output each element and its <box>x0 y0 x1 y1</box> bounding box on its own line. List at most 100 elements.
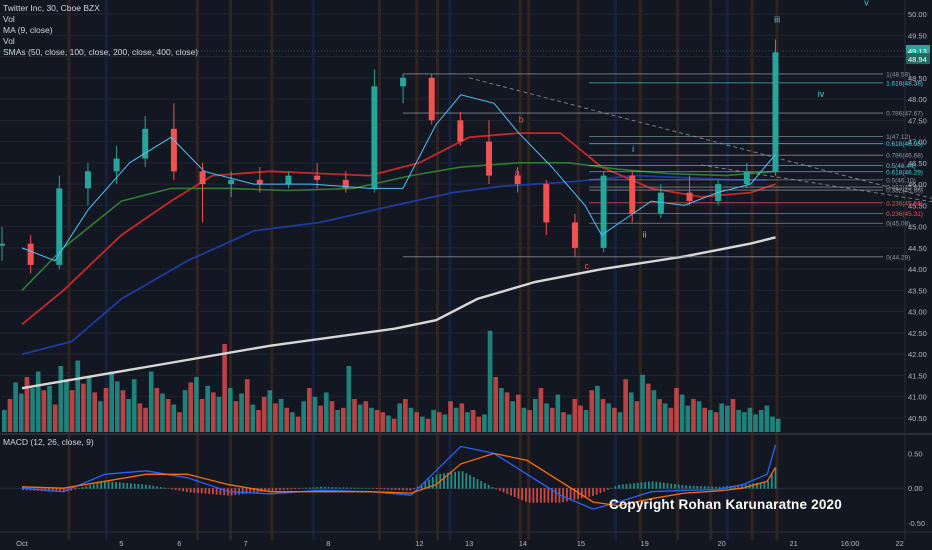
volume-bar <box>352 399 357 432</box>
macd-histogram-bar <box>245 488 248 494</box>
macd-histogram-bar <box>450 472 453 489</box>
price-tick-label: 46.00 <box>908 180 927 189</box>
macd-histogram-bar <box>212 488 214 495</box>
candle-body[interactable] <box>56 188 63 265</box>
candle-body[interactable] <box>170 128 177 172</box>
macd-histogram-bar <box>364 488 367 489</box>
candle-body[interactable] <box>400 77 407 87</box>
macd-histogram-bar <box>536 488 538 503</box>
candle-body[interactable] <box>686 192 693 202</box>
price-tick-label: 44.50 <box>908 244 927 253</box>
volume-bar <box>668 407 674 432</box>
candle-body[interactable] <box>486 141 493 176</box>
legend-volume[interactable]: Vol <box>3 14 15 24</box>
candle-body[interactable] <box>285 175 292 185</box>
volume-bar <box>538 388 544 432</box>
macd-histogram-bar <box>156 486 158 489</box>
volume-bar <box>521 407 527 432</box>
macd-histogram-bar <box>539 488 542 503</box>
volume-bar <box>595 385 600 432</box>
macd-histogram-bar <box>547 488 550 503</box>
macd-histogram-bar <box>249 488 252 494</box>
session-stripe <box>270 0 274 540</box>
candle-body[interactable] <box>113 158 120 172</box>
candle-body[interactable] <box>571 222 578 248</box>
macd-histogram-bar <box>480 481 483 489</box>
symbol-title[interactable]: Twitter Inc, 30, Cboe BZX <box>3 3 100 13</box>
volume-bar <box>549 407 555 432</box>
macd-histogram-bar <box>525 488 527 502</box>
volume-bar <box>623 379 628 432</box>
candle-body[interactable] <box>256 179 263 185</box>
volume-bar <box>98 401 103 432</box>
candle-body[interactable] <box>371 86 378 189</box>
volume-bar <box>600 399 606 432</box>
volume-bar <box>261 396 267 432</box>
volume-bar <box>267 390 273 432</box>
fib-level-label: 0.5(46.44) <box>886 163 916 170</box>
volume-bar <box>470 410 476 432</box>
candle-body[interactable] <box>142 128 149 159</box>
candle-body[interactable] <box>743 171 750 185</box>
macd-histogram-bar <box>431 476 434 489</box>
candle-body[interactable] <box>314 175 321 180</box>
macd-histogram-bar <box>521 488 524 501</box>
legend-volume-2[interactable]: Vol <box>3 36 15 46</box>
fib-level-label: 0.382(45.93) <box>886 185 923 192</box>
time-tick-label: 19 <box>640 539 648 548</box>
volume-bar <box>273 403 278 432</box>
candle-body[interactable] <box>772 52 779 172</box>
volume-bar <box>346 366 352 432</box>
macd-histogram-bar <box>495 488 498 490</box>
main-legend: Twitter Inc, 30, Cboe BZX Vol MA (9, clo… <box>3 3 198 58</box>
legend-smas[interactable]: SMAs (50, close, 100, close, 200, close,… <box>3 47 199 57</box>
price-tick-label: 42.50 <box>908 329 927 338</box>
macd-histogram-bar <box>320 486 322 489</box>
volume-bar <box>148 371 154 432</box>
candle-body[interactable] <box>342 179 349 189</box>
macd-histogram-bar <box>692 485 695 489</box>
macd-histogram-bar <box>238 488 240 495</box>
volume-bar <box>47 385 52 432</box>
volume-bar <box>81 383 86 432</box>
candle-body[interactable] <box>27 243 34 265</box>
legend-ma[interactable]: MA (9, close) <box>3 25 53 35</box>
macd-histogram-bar <box>554 488 557 503</box>
volume-bar <box>561 412 566 432</box>
fib-level-label: 0.786(46.68) <box>886 153 923 160</box>
candle-body[interactable] <box>428 77 435 121</box>
macd-histogram-bar <box>674 484 676 489</box>
macd-histogram-bar <box>487 484 490 489</box>
price-tick-label: 47.50 <box>908 116 927 125</box>
fib-level-label: 0.786(47.67) <box>886 111 923 118</box>
macd-histogram-bar <box>715 486 717 489</box>
macd-histogram-bar <box>368 488 371 489</box>
volume-bar <box>758 410 764 432</box>
macd-histogram-bar <box>279 488 281 491</box>
candle-body[interactable] <box>199 171 206 185</box>
candle-body[interactable] <box>228 179 235 185</box>
session-stripe <box>67 0 71 540</box>
last-price-label: 49.13 <box>908 47 927 56</box>
volume-bar <box>493 377 499 432</box>
macd-legend[interactable]: MACD (12, 26, close, 9) <box>3 437 94 447</box>
candle-body[interactable] <box>629 175 636 214</box>
candle-body[interactable] <box>600 175 607 248</box>
volume-bar <box>52 404 58 432</box>
macd-histogram-bar <box>737 485 740 489</box>
candle-body[interactable] <box>514 175 521 185</box>
candle-body[interactable] <box>457 120 464 142</box>
sma-400-line <box>21 236 776 390</box>
macd-histogram-bar <box>163 487 166 489</box>
candle-body[interactable] <box>84 171 91 189</box>
candle-body[interactable] <box>543 184 550 223</box>
candle-body[interactable] <box>657 192 664 214</box>
candle-body[interactable] <box>0 243 5 246</box>
macd-histogram-bar <box>178 488 181 491</box>
macd-histogram-bar <box>267 488 270 492</box>
volume-bar <box>612 407 617 432</box>
macd-histogram-bar <box>610 487 613 489</box>
macd-histogram-bar <box>182 488 185 492</box>
